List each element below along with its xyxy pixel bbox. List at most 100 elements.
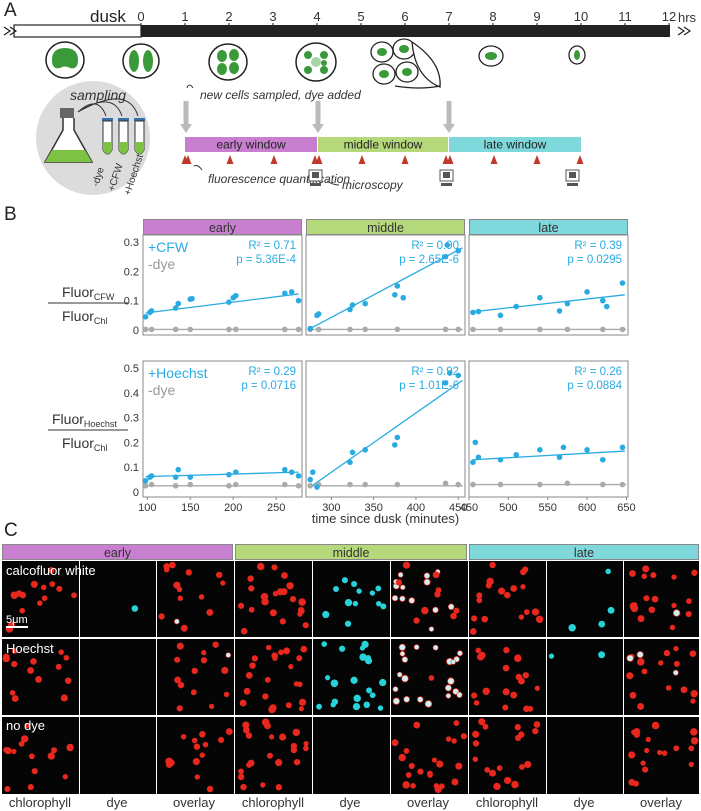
dye-point — [392, 292, 398, 298]
cell-dot — [686, 598, 692, 605]
cell-dot — [62, 773, 69, 780]
cell-dot — [201, 650, 207, 656]
cell-dot — [158, 613, 165, 620]
cell-dot — [689, 650, 697, 657]
cell-dot — [35, 676, 42, 683]
cell-dot — [18, 741, 25, 747]
nodye-point — [470, 481, 476, 488]
fit-line — [145, 293, 299, 314]
dye-dot — [369, 692, 376, 699]
cell-dot — [279, 733, 287, 741]
cell-dot — [650, 572, 657, 579]
p-stat: p = 2.65E-6 — [399, 254, 459, 266]
dye-point — [142, 478, 149, 484]
cell-dot — [515, 673, 522, 681]
cell-dot — [514, 654, 522, 662]
cell-dot — [221, 666, 229, 675]
hour-tick-6: 6 — [401, 9, 408, 24]
row-label-nodye: no dye — [6, 718, 46, 733]
overlay-dot — [429, 626, 434, 632]
cell-dot — [626, 672, 634, 680]
late-window-label: late window — [484, 138, 547, 152]
xtick-300: 300 — [322, 502, 340, 514]
nodye-point — [394, 481, 401, 488]
nodye-point — [537, 481, 543, 488]
tile-bg — [235, 561, 312, 637]
cell-dot — [630, 604, 639, 613]
dye-point — [175, 300, 182, 307]
micro-tile-r2-c3 — [235, 717, 312, 794]
nodye-point — [455, 326, 462, 333]
cell-3 — [208, 43, 248, 81]
ytick-0.1: 0.1 — [124, 296, 139, 308]
dye-dot — [321, 641, 328, 647]
cell-dot — [482, 687, 490, 695]
cell-dot — [408, 762, 415, 769]
nodye-point — [497, 481, 504, 488]
cell-dot — [685, 610, 692, 618]
overlay-dot — [399, 644, 406, 651]
cell-dot — [434, 591, 441, 598]
overlay-dot — [673, 609, 680, 617]
panel-b-letter: B — [4, 204, 17, 225]
cell-5-cluster — [370, 38, 441, 89]
nodye-point — [295, 326, 302, 333]
dye-point — [584, 447, 590, 453]
dye-point — [282, 290, 288, 297]
plot-cfw-early: 0 0.1 0.2 0.3 R² = 0.71 p = 5.36E-4 +CFW-dye — [124, 234, 303, 337]
cell-dot — [451, 738, 457, 744]
cell-dot — [177, 595, 183, 601]
hour-tick-5: 5 — [357, 9, 364, 24]
overlay-dot — [393, 698, 400, 705]
dye-point — [537, 294, 543, 301]
cell-dot — [402, 561, 411, 569]
dusk-label: dusk — [90, 7, 126, 26]
ytick-0: 0 — [133, 487, 139, 499]
micro-tile-r1-c2 — [157, 639, 234, 715]
cell-dot — [55, 663, 62, 670]
plot-cfw-late: R² = 0.39 p = 0.0295 — [468, 234, 629, 336]
cell-dot — [220, 580, 226, 586]
nodye-point — [600, 481, 606, 488]
r2-stat: R² = 0.39 — [574, 240, 622, 252]
dye-point — [172, 305, 179, 311]
cell-dot — [398, 753, 406, 762]
dye-point — [564, 300, 571, 307]
dye-point — [315, 311, 322, 317]
cell-dot — [534, 685, 540, 691]
nodye-point — [226, 326, 232, 333]
p-stat: p = 5.36E-4 — [236, 254, 296, 266]
tile-bg — [157, 561, 234, 637]
cell-dot — [242, 721, 250, 729]
ytick-0.2: 0.2 — [124, 266, 139, 278]
cell-dot — [405, 772, 412, 778]
dye-point — [475, 454, 482, 461]
panel-a-letter: A — [4, 0, 17, 21]
dye-point — [288, 289, 295, 295]
cell-dot — [410, 783, 416, 789]
col-label-7: chlorophyll — [475, 795, 539, 810]
dye-dot — [377, 705, 384, 711]
cell-dot — [3, 746, 10, 753]
overlay-dot — [627, 655, 634, 662]
cell-dot — [413, 617, 420, 624]
r2-stat: R² = 0.90 — [411, 240, 459, 252]
cell-dot — [629, 570, 636, 577]
dye-point — [600, 297, 606, 304]
dye-point — [362, 447, 369, 453]
cell-dot — [218, 736, 225, 743]
dye-dot — [316, 703, 322, 710]
tile-bg — [80, 639, 156, 715]
cell-dot — [191, 737, 198, 744]
nodye-point — [226, 483, 232, 489]
col-label-6: overlay — [407, 795, 449, 810]
cell-dot — [278, 649, 284, 656]
xtick-550: 550 — [539, 502, 557, 514]
cell-dot — [298, 706, 305, 712]
cell-dot — [215, 571, 223, 579]
cell-dot — [225, 728, 233, 736]
micro-header-early: early — [2, 544, 233, 560]
cell-2 — [122, 43, 160, 79]
cell-dot — [472, 756, 479, 762]
cell-dot — [395, 579, 403, 586]
